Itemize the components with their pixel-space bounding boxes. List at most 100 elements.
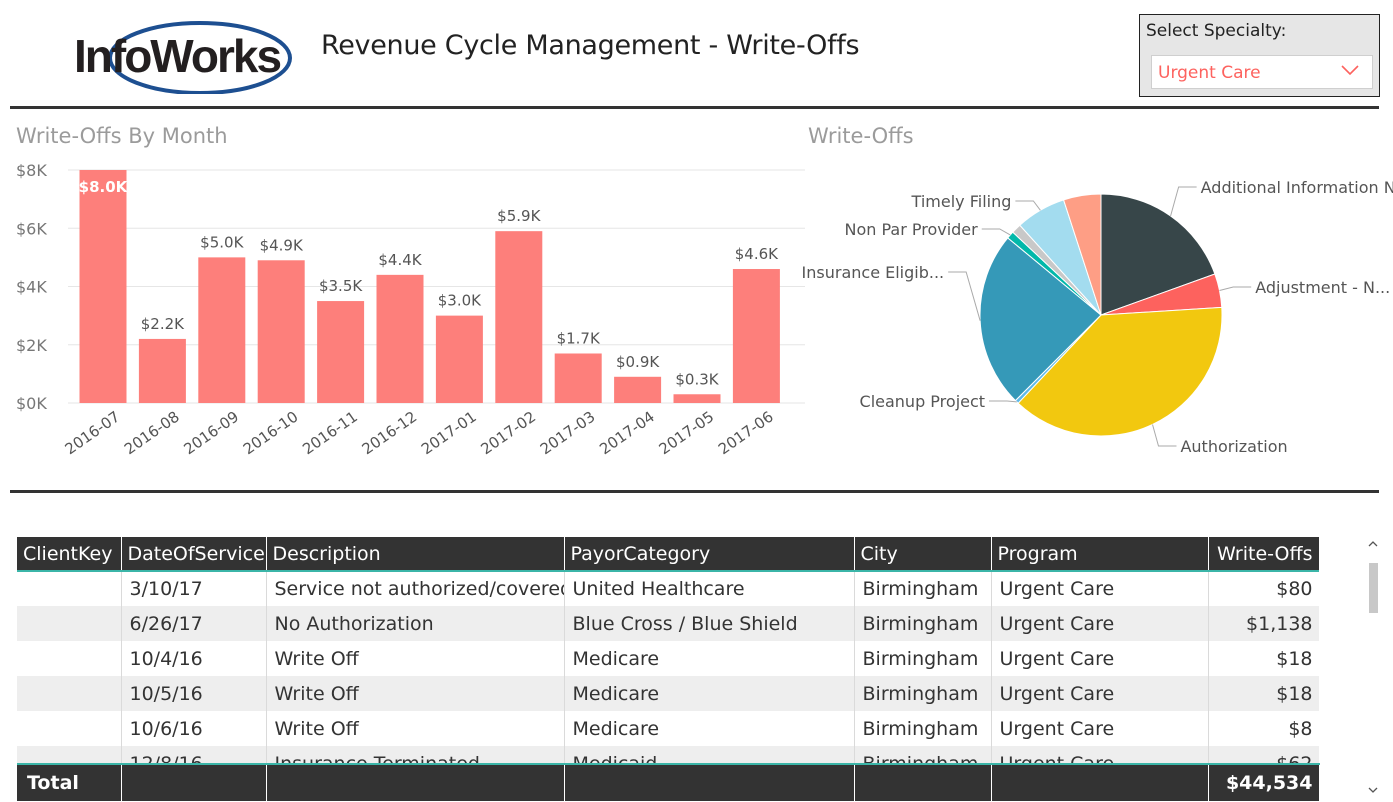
pie-leader-line bbox=[1015, 200, 1041, 211]
bar-data-label: $1.7K bbox=[557, 329, 601, 347]
table-row[interactable]: 10/4/16 Write Off Medicare Birmingham Urgent… bbox=[17, 641, 1319, 676]
table-cell: Urgent Care bbox=[991, 676, 1209, 711]
x-tick-label: 2016-08 bbox=[121, 408, 183, 459]
column-header-dateofservice[interactable]: DateOfService bbox=[121, 537, 267, 572]
bar-2016-07[interactable] bbox=[79, 170, 127, 403]
table-cell: United Healthcare bbox=[564, 571, 855, 606]
table-cell: Birmingham bbox=[854, 641, 992, 676]
bar-2017-05[interactable] bbox=[673, 394, 721, 403]
table-cell: 6/26/17 bbox=[121, 606, 267, 641]
bar-2016-11[interactable] bbox=[317, 301, 365, 403]
pie-slice[interactable] bbox=[979, 237, 1102, 402]
bar-2016-12[interactable] bbox=[376, 274, 424, 403]
bar-data-label: $8.0K bbox=[79, 178, 129, 196]
column-header-description[interactable]: Description bbox=[266, 537, 565, 572]
bar-2016-10[interactable] bbox=[257, 260, 305, 403]
column-header-payorcategory[interactable]: PayorCategory bbox=[564, 537, 855, 572]
scroll-down-icon[interactable] bbox=[1366, 783, 1380, 797]
table-cell: Birmingham bbox=[854, 676, 992, 711]
x-tick-label: 2017-04 bbox=[596, 408, 658, 459]
pie-chart-title: Write-Offs bbox=[808, 124, 914, 148]
table-cell bbox=[17, 711, 122, 746]
x-tick-label: 2016-07 bbox=[62, 408, 124, 459]
table-row[interactable]: 3/10/17 Service not authorized/covered Uni… bbox=[17, 571, 1319, 606]
report-title: Revenue Cycle Management - Write-Offs bbox=[321, 30, 860, 61]
bar-data-label: $4.6K bbox=[735, 245, 779, 263]
bar-data-label: $0.3K bbox=[675, 370, 719, 388]
bar-chart-title: Write-Offs By Month bbox=[16, 124, 228, 148]
table-total-row: Total $44,534 bbox=[17, 763, 1320, 801]
total-label: Total bbox=[17, 763, 122, 801]
pie-slice[interactable] bbox=[1017, 306, 1223, 437]
x-tick-label: 2016-09 bbox=[180, 408, 242, 459]
table-cell: Medicare bbox=[564, 641, 855, 676]
bar-2017-01[interactable] bbox=[435, 315, 483, 403]
table-cell: 3/10/17 bbox=[121, 571, 267, 606]
table-scrollbar[interactable] bbox=[1366, 537, 1380, 797]
bar-data-label: $5.0K bbox=[200, 233, 244, 251]
table-cell: $80 bbox=[1208, 571, 1319, 606]
infoworks-logo: InfoWorks bbox=[74, 21, 292, 94]
column-header-city[interactable]: City bbox=[854, 537, 992, 572]
table-cell bbox=[17, 571, 122, 606]
table-cell: $18 bbox=[1208, 641, 1319, 676]
pie-label: Timely Filing bbox=[911, 192, 1012, 211]
pie-label: Authorization bbox=[1180, 437, 1287, 456]
column-header-clientkey[interactable]: ClientKey bbox=[17, 537, 122, 572]
table-cell: Write Off bbox=[266, 641, 565, 676]
write-offs-by-month-chart: $0K $2K $4K $6K $8K $8.0K 2016-07 $2.2K 2016-08 $… bbox=[16, 161, 805, 459]
pie-label: Cleanup Project bbox=[860, 392, 986, 411]
bar-data-label: $4.4K bbox=[378, 251, 422, 269]
table-row[interactable]: 10/6/16 Write Off Medicare Birmingham Urgent… bbox=[17, 711, 1319, 746]
x-tick-label: 2017-05 bbox=[656, 408, 718, 459]
table-cell: Write Off bbox=[266, 711, 565, 746]
x-tick-label: 2016-11 bbox=[299, 408, 361, 459]
pie-slice[interactable] bbox=[1100, 193, 1216, 316]
table-cell: Birmingham bbox=[854, 711, 992, 746]
y-tick-label: $0K bbox=[16, 394, 47, 413]
table-cell: Blue Cross / Blue Shield bbox=[564, 606, 855, 641]
y-tick-label: $4K bbox=[16, 278, 47, 297]
bar-data-label: $3.5K bbox=[319, 277, 363, 295]
table-row[interactable]: 10/5/16 Write Off Medicare Birmingham Urgent… bbox=[17, 676, 1319, 711]
x-tick-label: 2017-01 bbox=[418, 408, 480, 459]
scroll-thumb[interactable] bbox=[1369, 563, 1378, 613]
slicer-label: Select Specialty: bbox=[1146, 21, 1287, 41]
write-offs-pie-chart: Additional Information Nee... Adjustment … bbox=[802, 178, 1393, 456]
pie-leader-line bbox=[948, 271, 981, 321]
x-tick-label: 2017-06 bbox=[715, 408, 777, 459]
section-divider bbox=[10, 490, 1379, 493]
specialty-dropdown[interactable]: Urgent Care bbox=[1151, 55, 1373, 89]
chevron-down-icon bbox=[1341, 65, 1359, 76]
bar-data-label: $3.0K bbox=[438, 292, 482, 310]
y-tick-label: $6K bbox=[16, 219, 47, 238]
pie-leader-line bbox=[1219, 286, 1252, 291]
scroll-up-icon[interactable] bbox=[1366, 537, 1380, 551]
header-divider bbox=[10, 106, 1379, 109]
bar-data-label: $5.9K bbox=[497, 207, 541, 225]
pie-leader-line bbox=[981, 228, 1011, 236]
bar-2017-06[interactable] bbox=[732, 269, 780, 403]
table-cell bbox=[17, 676, 122, 711]
x-tick-label: 2016-12 bbox=[359, 408, 421, 459]
bar-2017-04[interactable] bbox=[614, 376, 662, 403]
bar-2016-09[interactable] bbox=[198, 257, 246, 403]
table-cell: Birmingham bbox=[854, 571, 992, 606]
write-offs-table: ClientKey DateOfService Description PayorCa… bbox=[17, 537, 1319, 799]
table-cell: Urgent Care bbox=[991, 606, 1209, 641]
y-tick-label: $8K bbox=[16, 161, 47, 180]
column-header-program[interactable]: Program bbox=[991, 537, 1209, 572]
table-row[interactable]: 6/26/17 No Authorization Blue Cross / Blue… bbox=[17, 606, 1319, 641]
table-cell: 10/5/16 bbox=[121, 676, 267, 711]
column-header-write-offs[interactable]: Write-Offs bbox=[1208, 537, 1319, 572]
pie-slice[interactable] bbox=[1062, 193, 1102, 316]
table-cell bbox=[17, 641, 122, 676]
table-cell: Birmingham bbox=[854, 606, 992, 641]
bar-2017-02[interactable] bbox=[495, 231, 543, 403]
bar-2017-03[interactable] bbox=[554, 353, 602, 403]
pie-label: Adjustment - N... bbox=[1255, 278, 1390, 297]
bar-2016-08[interactable] bbox=[138, 338, 186, 403]
x-tick-label: 2017-02 bbox=[477, 408, 539, 459]
table-header-row: ClientKey DateOfService Description PayorCa… bbox=[17, 537, 1319, 572]
total-value: $44,534 bbox=[1208, 763, 1320, 801]
